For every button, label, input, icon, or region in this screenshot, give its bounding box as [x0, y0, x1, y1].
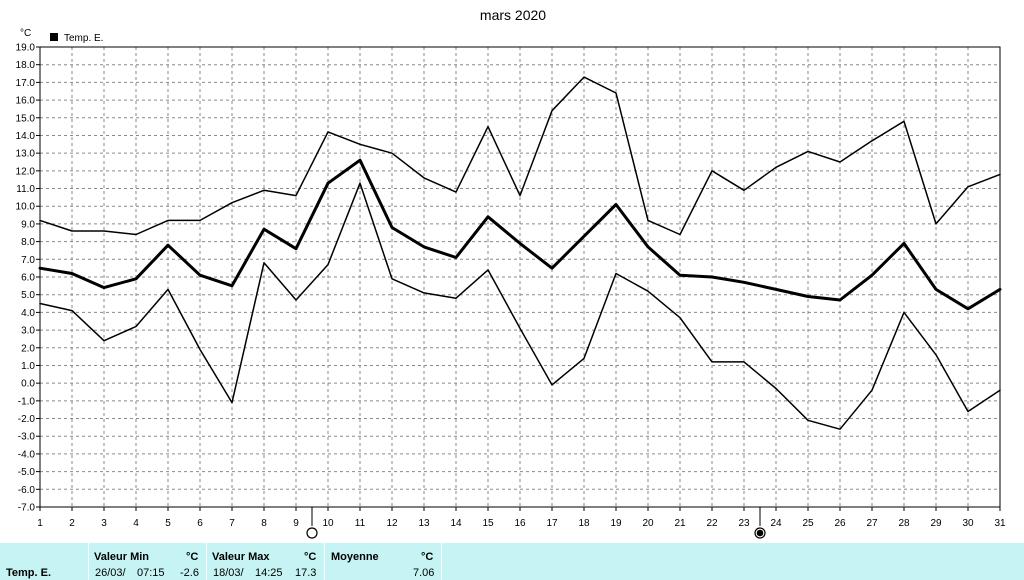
- x-tick-label: 18: [578, 518, 590, 529]
- legend-label: Temp. E.: [64, 33, 103, 44]
- filled-circle-marker-dot: [756, 529, 764, 537]
- y-tick-label: 10.0: [16, 202, 36, 213]
- legend-swatch: [50, 33, 58, 41]
- y-tick-label: 17.0: [16, 78, 36, 89]
- y-tick-label: -6.0: [18, 485, 36, 496]
- x-tick-label: 21: [674, 518, 686, 529]
- x-tick-label: 12: [386, 518, 398, 529]
- open-circle-marker: [306, 527, 318, 539]
- x-tick-label: 25: [802, 518, 814, 529]
- max-time: 14:25: [255, 567, 283, 579]
- x-tick-label: 17: [546, 518, 558, 529]
- mean-unit: °C: [421, 551, 434, 563]
- x-tick-label: 24: [770, 518, 782, 529]
- x-tick-label: 14: [450, 518, 462, 529]
- x-tick-label: 1: [37, 518, 43, 529]
- y-tick-label: 16.0: [16, 96, 36, 107]
- y-tick-label: 3.0: [21, 326, 35, 337]
- mean-value: 7.06: [413, 567, 435, 579]
- max-cell: Valeur Max °C 18/03/ 14:25 17.3: [206, 543, 325, 580]
- y-tick-label: 6.0: [21, 273, 35, 284]
- x-tick-label: 11: [355, 518, 366, 529]
- y-tick-label: 12.0: [16, 166, 36, 177]
- min-header: Valeur Min: [94, 551, 150, 563]
- series-line-mean: [38, 158, 1002, 311]
- y-tick-label: 7.0: [21, 255, 35, 266]
- series-line-max: [39, 76, 1001, 236]
- x-tick-label: 6: [197, 518, 203, 529]
- temperature-chart: -7.0 -6.0 -5.0 -4.0 -3.0 -2.0 -1.0 0.0 1.0 2.0 3.0…: [16, 7, 1006, 539]
- x-tick-label: 5: [165, 518, 171, 529]
- y-tick-label: -1.0: [18, 396, 36, 407]
- x-tick-label: 27: [866, 518, 878, 529]
- x-tick-label: 7: [229, 518, 235, 529]
- x-tick-label: 3: [101, 518, 107, 529]
- summary-footer: Temp. E. Valeur Min °C 26/03/ 07:15 -2.6…: [0, 543, 1024, 580]
- max-date: 18/03/: [213, 567, 244, 579]
- x-tick-label: 9: [293, 518, 299, 529]
- y-tick-label: 15.0: [16, 113, 36, 124]
- mean-cell: Moyenne °C 7.06: [324, 543, 442, 580]
- y-tick-label: 9.0: [21, 219, 35, 230]
- min-date: 26/03/: [95, 567, 126, 579]
- x-tick-label: 8: [261, 518, 267, 529]
- x-tick-label: 29: [930, 518, 942, 529]
- grid-layer: [40, 47, 1000, 507]
- y-tick-label: 18.0: [16, 60, 36, 71]
- y-tick-label: -7.0: [18, 503, 36, 514]
- min-time: 07:15: [137, 567, 165, 579]
- y-unit-label: °C: [20, 28, 31, 39]
- max-header: Valeur Max: [212, 551, 270, 563]
- axis-layer: -7.0 -6.0 -5.0 -4.0 -3.0 -2.0 -1.0 0.0 1.0 2.0 3.0…: [16, 43, 1006, 530]
- x-tick-label: 20: [642, 518, 654, 529]
- y-tick-label: 19.0: [16, 43, 36, 54]
- x-tick-label: 22: [706, 518, 718, 529]
- min-cell: Valeur Min °C 26/03/ 07:15 -2.6: [88, 543, 207, 580]
- min-value: -2.6: [180, 567, 199, 579]
- mean-header: Moyenne: [331, 551, 379, 563]
- y-tick-label: 2.0: [21, 343, 35, 354]
- marker-layer: [306, 507, 766, 539]
- x-tick-label: 30: [962, 518, 974, 529]
- footer-row-label: Temp. E.: [6, 567, 52, 579]
- min-unit: °C: [186, 551, 199, 563]
- y-tick-label: -5.0: [18, 467, 36, 478]
- y-tick-label: 11.0: [16, 184, 35, 195]
- x-tick-label: 31: [994, 518, 1006, 529]
- max-unit: °C: [304, 551, 317, 563]
- max-value: 17.3: [295, 567, 317, 579]
- y-tick-label: 13.0: [16, 149, 36, 160]
- y-tick-label: 1.0: [21, 361, 35, 372]
- y-tick-label: 0.0: [21, 379, 35, 390]
- x-tick-label: 2: [69, 518, 75, 529]
- series-layer: [38, 76, 1002, 430]
- x-tick-label: 28: [898, 518, 910, 529]
- x-tick-label: 23: [738, 518, 750, 529]
- series-line-min: [39, 182, 1001, 430]
- y-tick-label: -4.0: [18, 449, 36, 460]
- x-tick-label: 26: [834, 518, 846, 529]
- y-tick-label: 4.0: [21, 308, 35, 319]
- chart-title: mars 2020: [480, 7, 546, 23]
- y-tick-label: 14.0: [16, 131, 36, 142]
- x-tick-label: 16: [514, 518, 526, 529]
- x-tick-label: 4: [133, 518, 139, 529]
- y-tick-label: -2.0: [18, 414, 36, 425]
- x-tick-label: 13: [418, 518, 430, 529]
- y-tick-label: -3.0: [18, 432, 36, 443]
- y-tick-label: 5.0: [21, 290, 35, 301]
- x-tick-label: 10: [322, 518, 334, 529]
- x-tick-label: 15: [482, 518, 494, 529]
- x-tick-label: 19: [610, 518, 622, 529]
- y-tick-label: 8.0: [21, 237, 35, 248]
